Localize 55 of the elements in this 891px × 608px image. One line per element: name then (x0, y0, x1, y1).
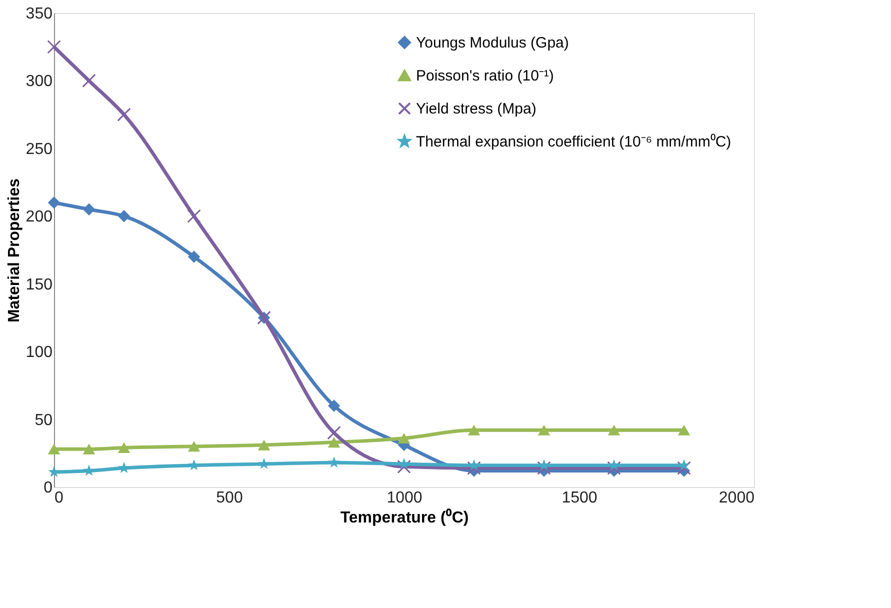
y-tick-label: 350 (26, 6, 53, 22)
point (677, 461, 691, 475)
point (328, 456, 340, 468)
point (327, 426, 341, 440)
point (82, 74, 96, 88)
x-tick-label: 1500 (562, 490, 598, 506)
point (258, 458, 270, 469)
point (82, 203, 96, 216)
point (538, 424, 550, 436)
point (188, 459, 200, 470)
point (397, 460, 411, 474)
legend-label: Thermal expansion coefficient (10⁻⁶ mm/mm⁰C) (416, 134, 732, 150)
point (537, 461, 551, 475)
point (47, 40, 61, 54)
point (117, 108, 131, 122)
point (678, 424, 690, 436)
point (48, 466, 60, 478)
x-tick-label: 1000 (386, 490, 422, 506)
point (188, 250, 200, 263)
x-tick-label: 0 (54, 490, 64, 506)
point (468, 459, 480, 470)
point (678, 459, 690, 470)
legend-label: Poisson's ratio (10⁻¹) (416, 68, 554, 84)
y-tick-label: 200 (26, 208, 53, 226)
y-tick-label: 100 (26, 344, 53, 362)
y-axis-title: Material Properties (6, 178, 23, 323)
point (398, 432, 410, 444)
x-axis-title: Temperature (⁰C) (340, 508, 469, 526)
x-tick-label: 500 (216, 490, 243, 506)
point (398, 458, 410, 469)
point (118, 442, 130, 454)
point (467, 461, 481, 475)
x-tick-label: 2000 (718, 490, 755, 506)
y-tick-label: 300 (26, 73, 53, 90)
point (187, 209, 201, 224)
y-tick-label: 250 (26, 140, 53, 158)
point (328, 400, 340, 412)
y-tick-label: 50 (34, 412, 53, 429)
point (83, 464, 95, 476)
legend-label: Yield stress (Mpa) (416, 100, 536, 118)
point (468, 424, 480, 436)
point (82, 444, 96, 454)
legend-label: Youngs Modulus (Gpa) (416, 34, 569, 52)
point (188, 441, 200, 452)
point (608, 459, 620, 470)
point (538, 459, 550, 470)
point (48, 444, 60, 454)
point (608, 424, 620, 436)
point (118, 210, 130, 222)
y-tick-label: 150 (26, 276, 53, 294)
point (607, 461, 621, 475)
point (118, 462, 130, 473)
point (328, 437, 340, 448)
point (258, 440, 270, 450)
point (48, 196, 60, 209)
